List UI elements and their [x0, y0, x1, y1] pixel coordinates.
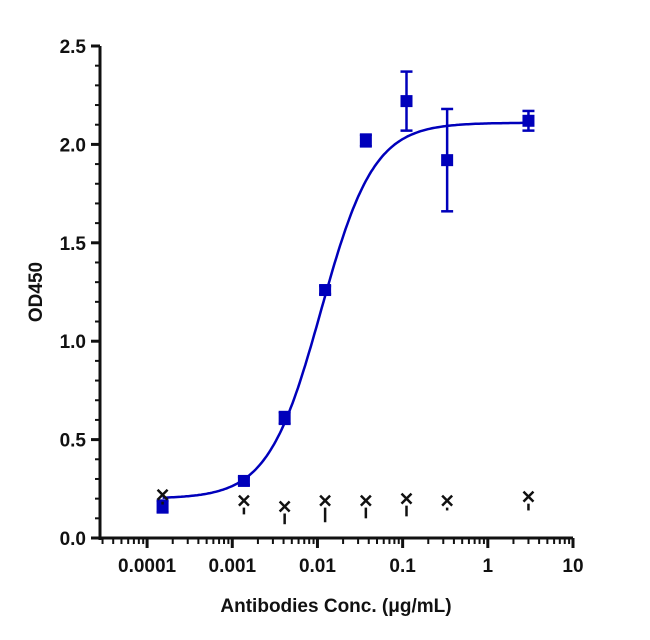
x-tick-label: 1 [483, 556, 494, 577]
marks [156, 70, 535, 525]
x-tick-label: 0.1 [389, 556, 416, 577]
control-series [156, 488, 535, 525]
data-point-square [359, 134, 372, 147]
data-point-x [522, 490, 535, 503]
data-point-square [441, 154, 454, 167]
data-point-x [441, 494, 454, 507]
x-tick-label: 0.01 [299, 556, 336, 577]
data-point-x [238, 494, 250, 507]
x-tick-label: 0.0001 [118, 556, 177, 577]
y-tick-label: 2.0 [60, 135, 86, 156]
x-tick-label: 10 [562, 556, 583, 577]
data-point-square [237, 474, 250, 487]
axes: 0.0 0.5 1.0 1.5 2.0 2.5 0.0001 0.001 0.01 0.1 1 10 [60, 37, 584, 577]
data-point-x [359, 494, 372, 507]
data-point-x [278, 500, 291, 513]
y-tick-label: 1.0 [60, 332, 86, 353]
x-tick-label: 0.001 [209, 556, 257, 577]
x-axis-label: Antibodies Conc. (μg/mL) [220, 596, 451, 617]
y-tick-label: 1.5 [60, 234, 87, 255]
y-axis-label: OD450 [26, 262, 47, 322]
fit-curve [162, 121, 529, 499]
data-point-square [522, 114, 535, 127]
data-point-square [400, 95, 413, 108]
y-tick-label: 0.5 [60, 431, 87, 452]
data-point-square [319, 284, 332, 297]
data-point-x [156, 488, 169, 501]
y-tick-label: 2.5 [60, 37, 87, 58]
data-point-square [156, 500, 169, 513]
data-point-x [400, 492, 413, 505]
y-tick-label: 0.0 [60, 529, 86, 550]
data-point-square [278, 411, 291, 424]
antibody-series [156, 70, 535, 514]
data-point-x [319, 494, 331, 507]
